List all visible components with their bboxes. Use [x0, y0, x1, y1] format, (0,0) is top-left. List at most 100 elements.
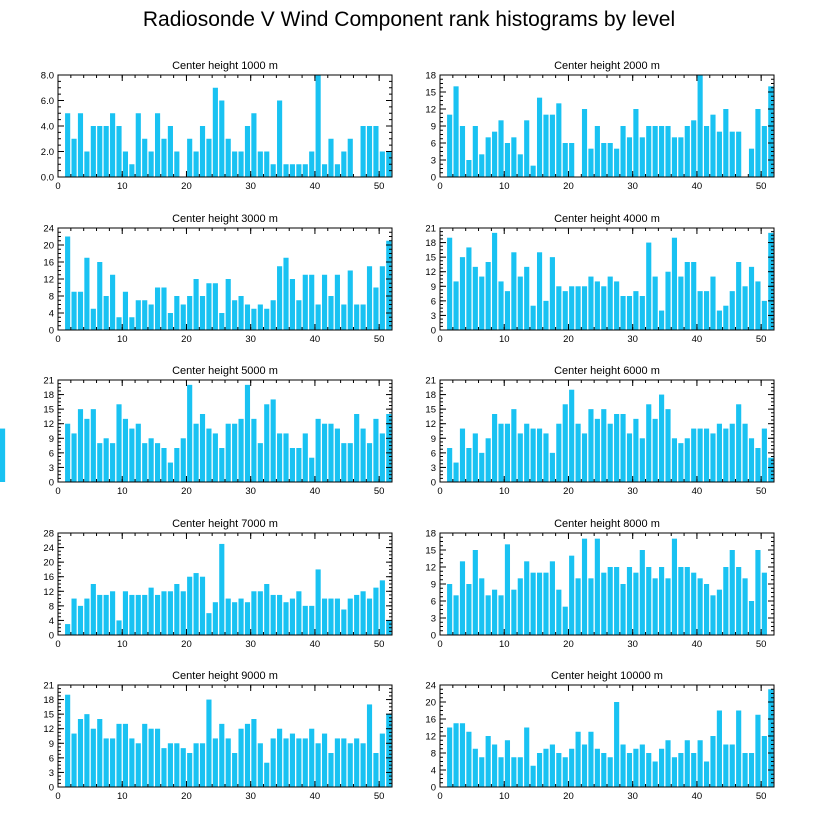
bar — [321, 598, 328, 635]
bar — [575, 731, 581, 787]
histogram-panel-2: Center height 2000 m 0 3 6 9 12 15 18 0 10 20 30 40 5… — [425, 60, 775, 192]
bar — [703, 584, 710, 635]
bar — [379, 580, 385, 635]
y-tick-label: 0 — [431, 631, 436, 642]
bar — [122, 723, 129, 787]
bar — [556, 753, 562, 787]
histogram-panel-10: Center height 10000 m 0 4 8 12 16 20 24 0 10 20 30 4… — [425, 670, 775, 802]
bar — [270, 399, 276, 482]
bar — [360, 428, 366, 482]
y-tick-label: 0 — [49, 783, 54, 794]
bar — [761, 300, 767, 330]
bar — [135, 423, 141, 482]
bar — [588, 731, 594, 787]
y-tick-label: 4 — [49, 616, 54, 627]
y-tick-label: 0 — [431, 478, 436, 489]
y-tick-label: 4 — [49, 309, 54, 320]
x-tick-label: 10 — [499, 639, 510, 650]
bar — [684, 262, 690, 330]
x-tick-label: 40 — [692, 791, 703, 802]
bar — [264, 404, 270, 482]
bar — [607, 423, 613, 482]
bar — [633, 109, 639, 177]
bar — [716, 423, 722, 482]
y-tick-label: 15 — [425, 88, 436, 99]
bar — [180, 748, 186, 787]
bar — [116, 317, 122, 330]
bar — [485, 262, 491, 330]
bar — [614, 414, 620, 482]
x-tick-label: 10 — [499, 334, 510, 345]
bar — [588, 578, 594, 635]
bar — [761, 126, 767, 177]
x-tick-label: 0 — [55, 334, 60, 345]
y-tick-label: 9 — [49, 739, 54, 750]
bar — [270, 300, 276, 330]
x-tick-label: 10 — [117, 181, 128, 192]
x-tick-label: 30 — [627, 334, 638, 345]
bar — [710, 595, 716, 635]
bar — [703, 291, 710, 330]
bar — [386, 714, 392, 787]
bar — [154, 113, 161, 177]
bar — [639, 550, 645, 635]
bar — [122, 591, 129, 635]
bar — [84, 151, 90, 177]
bar — [328, 753, 334, 787]
bar — [110, 274, 116, 330]
bar — [504, 423, 511, 482]
bar — [77, 719, 84, 787]
bar — [703, 428, 710, 482]
bar — [135, 113, 141, 177]
bar — [697, 740, 703, 787]
bar — [110, 113, 116, 177]
histogram-panel-1: Center height 1000 m 0.0 2.0 4.0 6.0 8.0 0 10 20… — [41, 60, 393, 192]
bar — [154, 287, 161, 330]
y-tick-label: 18 — [425, 238, 436, 249]
bar — [665, 409, 671, 482]
x-tick-label: 10 — [117, 334, 128, 345]
x-tick-label: 10 — [117, 791, 128, 802]
bar — [206, 613, 212, 635]
bar — [187, 753, 193, 787]
bar — [646, 126, 652, 177]
bar — [277, 433, 283, 482]
y-tick-label: 12 — [425, 105, 436, 116]
bar — [511, 757, 517, 787]
bar — [652, 276, 658, 330]
bar — [742, 286, 748, 330]
x-tick-label: 30 — [627, 486, 638, 497]
bar — [678, 137, 684, 177]
bar — [492, 744, 498, 787]
x-tick-label: 20 — [563, 334, 574, 345]
y-tick-label: 21 — [425, 224, 436, 235]
bar — [283, 257, 289, 330]
bar — [447, 584, 453, 635]
bar — [129, 428, 135, 482]
bar — [575, 286, 581, 330]
x-tick-label: 40 — [310, 334, 321, 345]
bar — [716, 131, 722, 177]
bar — [84, 598, 90, 635]
panel-title: Center height 10000 m — [551, 670, 663, 682]
bar — [594, 748, 600, 787]
bar — [620, 296, 626, 330]
bar — [504, 544, 511, 635]
panel-title: Center height 5000 m — [172, 365, 278, 377]
y-tick-label: 6 — [431, 296, 436, 307]
bar — [581, 109, 588, 177]
y-tick-label: 8 — [49, 292, 54, 303]
bar — [212, 738, 218, 787]
bar — [646, 404, 652, 482]
x-tick-label: 30 — [245, 639, 256, 650]
bar — [459, 561, 466, 635]
bar — [755, 281, 761, 330]
bar — [251, 113, 257, 177]
bar — [646, 242, 652, 330]
bar — [309, 274, 315, 330]
bar — [328, 598, 334, 635]
y-tick-label: 18 — [425, 71, 436, 82]
bar — [492, 414, 498, 482]
bar — [277, 728, 283, 787]
bar — [129, 594, 135, 635]
